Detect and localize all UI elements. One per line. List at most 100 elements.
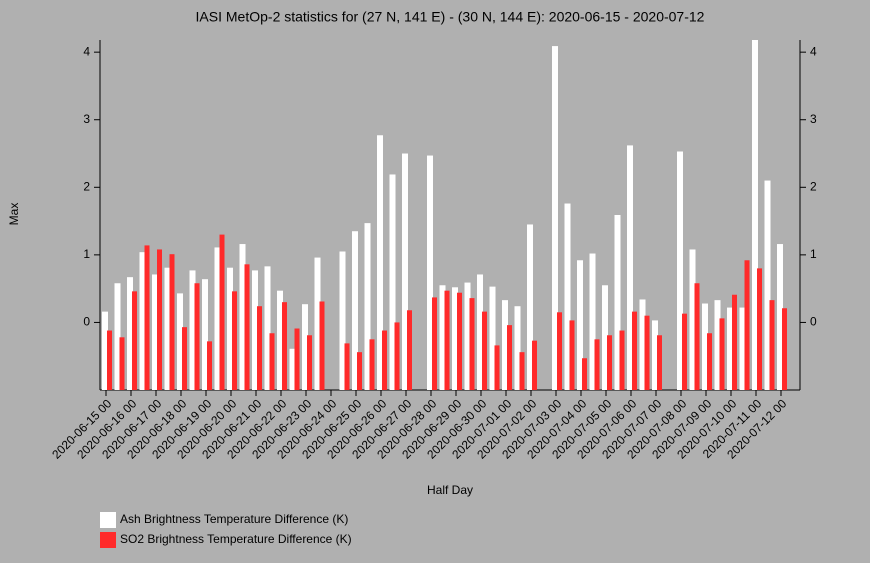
chart-title: IASI MetOp-2 statistics for (27 N, 141 E… [196,9,705,25]
bar [289,348,296,390]
bar [107,330,112,390]
bar [527,224,533,390]
bar [202,279,208,390]
bar [339,251,346,390]
bar [714,300,721,390]
bar [702,303,708,390]
bar [639,299,646,390]
bar [469,298,475,390]
bar [219,234,225,390]
bar [602,285,608,390]
bar [207,341,212,390]
bar [452,287,458,390]
bar [139,252,146,390]
bar [189,270,196,390]
bar [177,293,183,390]
bar [502,300,508,390]
bar [594,339,600,390]
bar [182,327,187,390]
bar [477,274,483,390]
bar [114,283,121,390]
bar [394,322,400,390]
bar [402,153,408,390]
bar [614,215,621,390]
y2-tick-label: 0 [810,315,817,329]
bar [294,328,300,390]
y-tick-label: 1 [83,247,90,261]
bar [127,277,133,390]
legend-label: Ash Brightness Temperature Difference (K… [120,512,348,526]
bar [457,292,462,390]
bar [764,180,771,390]
bar [252,270,258,390]
y2-tick-label: 4 [810,44,817,58]
bar [532,340,537,390]
bar [302,304,308,390]
bar [194,283,200,390]
bar [507,325,512,390]
bar [407,310,412,390]
bar [652,320,658,390]
bar [644,315,650,390]
bar [519,352,525,390]
bar [364,223,371,390]
bar [169,254,175,390]
bar [727,307,733,390]
bar [239,244,246,390]
bar [269,333,275,390]
bar [152,274,158,390]
bar [257,306,262,390]
y2-tick-label: 1 [810,247,817,261]
bar [732,294,737,390]
bar [444,290,450,390]
bar [157,249,162,390]
y-axis-label: Max [7,203,21,226]
bar [319,301,325,390]
bar [607,335,612,390]
bar [627,145,633,390]
bar [782,308,787,390]
bar [769,300,775,390]
bar [589,253,596,390]
y2-tick-label: 3 [810,112,817,126]
bar [552,46,558,390]
bar [389,174,396,390]
bar [707,333,712,390]
bar [432,297,437,390]
bar [577,260,583,390]
bar [464,282,471,390]
bar [369,339,375,390]
x-axis-label: Half Day [427,483,473,497]
bar [377,135,383,390]
bar [482,311,487,390]
bar [277,290,283,390]
bar [619,330,625,390]
bar [657,335,662,390]
bar [282,302,287,390]
bar [757,268,762,390]
bar [132,291,137,390]
bar [677,151,683,390]
bar [689,249,696,390]
bar [227,267,233,390]
bar [694,283,700,390]
bar [744,260,750,390]
bar [582,358,587,390]
bar [244,264,250,390]
bar [557,312,562,390]
y-tick-label: 0 [83,315,90,329]
bar [427,155,433,390]
y2-tick-label: 2 [810,179,817,193]
bar [514,306,521,390]
legend-swatch [100,512,116,528]
bar [382,330,387,390]
bar [214,247,221,390]
bar [752,40,758,390]
bar [439,285,446,390]
bar [357,352,362,390]
bar [307,335,312,390]
bar [352,231,358,390]
legend-swatch [100,532,116,548]
legend-label: SO2 Brightness Temperature Difference (K… [120,532,352,546]
